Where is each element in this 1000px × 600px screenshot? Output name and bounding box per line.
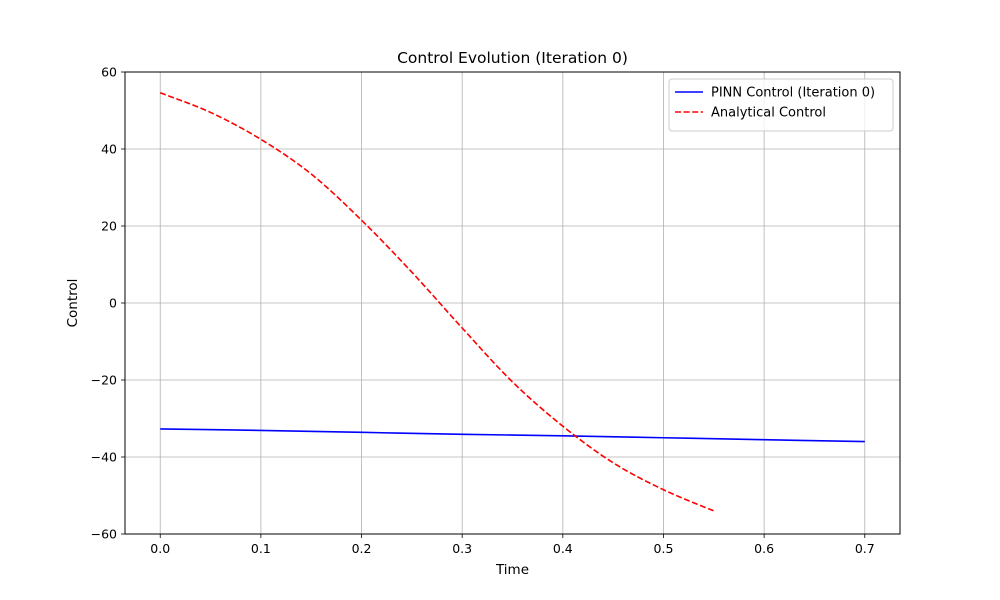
x-tick-label: 0.0 (150, 541, 170, 556)
legend-label-pinn-control: PINN Control (Iteration 0) (711, 86, 875, 101)
y-tick-label: 20 (101, 219, 117, 234)
legend-label-analytical-control: Analytical Control (711, 106, 826, 121)
chart-title: Control Evolution (Iteration 0) (397, 49, 628, 67)
x-tick-label: 0.6 (754, 541, 774, 556)
legend: PINN Control (Iteration 0) Analytical Co… (668, 78, 894, 132)
y-tick-label: −40 (91, 450, 117, 465)
y-tick-label: 0 (109, 296, 117, 311)
y-axis-label: Control (65, 279, 81, 328)
x-tick-label: 0.7 (855, 541, 875, 556)
y-tick-label: 60 (101, 65, 117, 80)
series-layer (159, 92, 865, 512)
y-tick-label: 40 (101, 142, 117, 157)
x-tick-label: 0.5 (654, 541, 674, 556)
x-axis-label: Time (495, 562, 529, 578)
x-tick-label: 0.1 (251, 541, 271, 556)
y-tick-label: −60 (91, 527, 117, 542)
x-tick-label: 0.2 (352, 541, 372, 556)
x-tick-label: 0.4 (553, 541, 573, 556)
x-tick-label: 0.3 (452, 541, 472, 556)
series-line-pinn-control (160, 428, 865, 443)
ticks: 0.0 0.1 0.2 0.3 0.4 0.5 0.6 0.7 −60 −40 −20 0 20 40 60 (91, 65, 875, 557)
y-tick-label: −20 (91, 373, 117, 388)
legend-box (668, 78, 894, 132)
